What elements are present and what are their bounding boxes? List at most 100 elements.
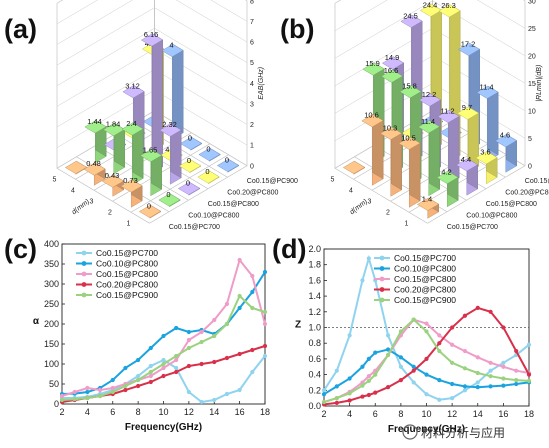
series-point — [148, 373, 153, 379]
bars: 15.914.910.616.624.524.410.315.812.226.3… — [342, 0, 518, 219]
z-tick-label: 5 — [250, 60, 254, 67]
bar-a-s4-d1: 0 — [216, 155, 240, 173]
series-point — [110, 389, 115, 395]
series-point — [366, 378, 371, 383]
series-point — [136, 377, 141, 383]
series-point — [398, 377, 403, 383]
bar-value-label: 11.4 — [479, 82, 493, 91]
y-tick-label: 1.0 — [308, 323, 321, 333]
bar-a-s1-d4: 1.84 — [102, 120, 126, 175]
series-point — [199, 339, 204, 345]
series-point — [488, 374, 493, 379]
series-point — [161, 373, 166, 379]
series-point — [174, 365, 179, 371]
legend-label: Co0.10@PC800 — [96, 259, 158, 269]
series-point — [186, 345, 191, 351]
series-point — [398, 355, 403, 360]
series-point — [148, 363, 153, 369]
series-point — [488, 309, 493, 314]
panel-label-b: (b) — [280, 14, 314, 44]
bar-value-label: 10.5 — [401, 133, 416, 142]
bar-value-label: 4 — [169, 41, 173, 50]
series-point — [526, 372, 532, 377]
bar-b-s1-d2: 11.4 — [417, 117, 441, 197]
series-point — [411, 317, 416, 322]
series-point — [123, 383, 128, 389]
bar-value-label: 26.3 — [441, 1, 456, 10]
legend-marker — [379, 255, 385, 261]
x-tick-label: 10 — [421, 409, 431, 419]
x-tick-label: 14 — [209, 407, 219, 417]
series-point — [450, 381, 455, 387]
bar-a-s0-d4: 0.48 — [83, 159, 106, 186]
y-tick-label: 0.6 — [308, 354, 321, 364]
x-tick-label: 16 — [235, 407, 245, 417]
series-point — [411, 380, 416, 385]
x-tick-label: 16 — [498, 409, 508, 419]
series-point — [424, 356, 429, 361]
y-tick-label: 150 — [44, 339, 59, 349]
series-point — [385, 385, 391, 390]
series-point — [262, 343, 268, 349]
series-point — [212, 333, 217, 339]
series-point — [212, 317, 217, 323]
series-point — [437, 341, 442, 346]
series-point — [475, 305, 480, 310]
series-point — [475, 355, 480, 360]
y-tick-label: 50 — [49, 379, 59, 389]
series-point — [360, 380, 365, 385]
series-point — [360, 383, 365, 388]
x-tick-label: 2 — [59, 407, 64, 417]
y-tick-label: 0 — [54, 399, 59, 409]
series-point — [360, 278, 365, 283]
bar-value-label: 4.6 — [500, 131, 510, 140]
y-tick-label: 1.6 — [308, 275, 321, 285]
series-point — [437, 377, 442, 383]
x-tick-label: 4 — [85, 407, 90, 417]
series-point — [462, 384, 468, 389]
series-point — [237, 257, 242, 263]
depth-tick-label: 5 — [331, 176, 335, 183]
series-point — [161, 333, 166, 339]
bar-a-s0-d2: 0.73 — [120, 176, 143, 208]
series-point — [488, 368, 493, 373]
legend-marker — [379, 297, 385, 303]
series-point — [450, 342, 455, 347]
series-point — [462, 313, 468, 318]
series-point — [488, 384, 493, 389]
series-point — [437, 333, 442, 338]
series-point — [501, 376, 506, 381]
series-point — [110, 377, 115, 383]
bar-b-s0-d1: 1.4 — [416, 194, 440, 219]
series-point — [334, 384, 339, 389]
series-point — [366, 374, 371, 379]
bar3d-panel-a: 0 1 2 3 4 5 6 7 8 EAB(GHz) 1 2 3 4 5 d(mm) Co0.15@PC700 C… — [53, 0, 298, 231]
series-point — [347, 333, 352, 338]
series-axis-label: Co0.10@PC800 — [466, 212, 517, 219]
x-tick-label: 12 — [447, 409, 457, 419]
bar-value-label: 1.44 — [87, 117, 102, 126]
series-point — [398, 329, 403, 334]
bar-a-s3-d1: 0 — [197, 167, 220, 185]
series-point — [514, 348, 519, 354]
panel-label-a: (a) — [4, 14, 37, 44]
series-point — [411, 364, 416, 369]
series-point — [475, 370, 480, 376]
z-tick-label: 4 — [250, 81, 254, 88]
series-point — [501, 383, 506, 388]
x-tick-label: 14 — [473, 409, 483, 419]
x-tick-label: 10 — [158, 407, 168, 417]
series-point — [237, 305, 242, 311]
series-point — [385, 352, 391, 358]
series-point — [514, 381, 519, 387]
bar-value-label: 6.16 — [144, 30, 159, 39]
legend-label: Co0.15@PC900 — [394, 295, 456, 305]
series-axis-label: Co0.15@PC900 — [247, 178, 298, 185]
x-tick-label: 18 — [524, 409, 534, 419]
series-point — [174, 369, 179, 375]
x-tick-label: 8 — [398, 409, 403, 419]
bar-a-s1-d2: 1.65 — [139, 145, 163, 197]
legend: Co0.15@PC700Co0.10@PC800Co0.15@PC800Co0.… — [76, 248, 158, 300]
bar-b-s2-d1: 4.4 — [455, 155, 479, 196]
series-point — [224, 301, 230, 307]
